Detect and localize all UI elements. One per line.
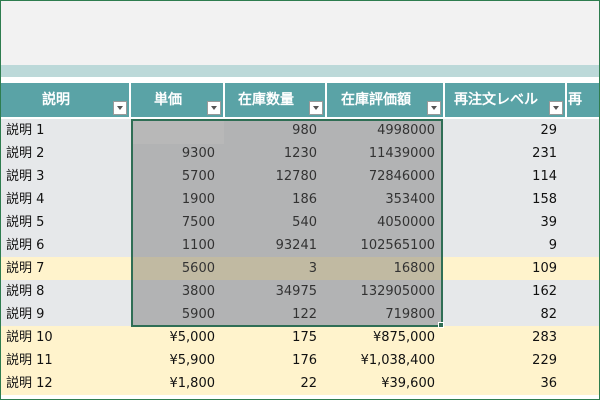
column-header-5[interactable]: 再注文レベル <box>445 83 565 117</box>
table-style-band <box>1 65 599 77</box>
cell-qty[interactable]: 22 <box>300 376 317 391</box>
table-row: 説明 10 ¥5,000 175 ¥875,000 283 <box>1 326 599 349</box>
table-row: 説明 5 7500 540 4050000 39 <box>1 211 599 234</box>
cell-qty[interactable]: 1230 <box>283 146 317 161</box>
table-row: 説明 3 5700 12780 72846000 114 <box>1 165 599 188</box>
cell-qty[interactable]: 175 <box>292 330 317 345</box>
table-row: 説明 15100980499800029 <box>1 119 599 142</box>
cell-qty[interactable]: 980 <box>292 123 317 138</box>
cell-desc[interactable]: 説明 3 <box>6 169 45 184</box>
cell-qty[interactable]: 3 <box>308 261 317 276</box>
column-header-2[interactable]: 単価 <box>131 83 223 117</box>
column-header-4[interactable]: 在庫評価額 <box>327 83 443 117</box>
cell-price[interactable]: 5900 <box>181 307 215 322</box>
table-row: 説明 2 9300 1230 11439000 231 <box>1 142 599 165</box>
column-header-label: 再注文レベル <box>454 92 538 108</box>
column-header-1[interactable]: 説明 <box>1 83 129 117</box>
cell-price[interactable]: 1100 <box>181 238 215 253</box>
column-header-label: 再 <box>568 92 582 108</box>
cell-reorder[interactable]: 231 <box>532 146 557 161</box>
table-row: 説明 4 1900 186 353400 158 <box>1 188 599 211</box>
cell-price[interactable]: 5700 <box>181 169 215 184</box>
cell-reorder[interactable]: 109 <box>532 261 557 276</box>
column-header-label: 単価 <box>154 92 182 108</box>
cell-reorder[interactable]: 9 <box>548 238 557 253</box>
cell-desc[interactable]: 説明 9 <box>6 307 45 322</box>
cell-qty[interactable]: 186 <box>292 192 317 207</box>
fill-handle[interactable] <box>438 322 444 328</box>
column-header-label: 説明 <box>42 92 70 108</box>
cell-price[interactable]: ¥1,800 <box>169 376 216 391</box>
ribbon-area <box>1 1 599 65</box>
cell-desc[interactable]: 説明 1 <box>6 123 45 138</box>
cell-reorder[interactable]: 114 <box>532 169 557 184</box>
cell-value[interactable]: 719800 <box>385 307 435 322</box>
cell-qty[interactable]: 540 <box>292 215 317 230</box>
table-row: 説明 9 5900 122 719800 82 <box>1 303 599 326</box>
table-row: 説明 7 5600 3 16800 109 <box>1 257 599 280</box>
cell-value[interactable]: ¥875,000 <box>372 330 435 345</box>
cell-reorder[interactable]: 158 <box>532 192 557 207</box>
cell-reorder[interactable]: 36 <box>540 376 557 391</box>
cell-qty[interactable]: 176 <box>292 353 317 368</box>
cell-price[interactable]: 1900 <box>181 192 215 207</box>
cell-desc[interactable]: 説明 10 <box>6 330 53 345</box>
table-row: 説明 12 ¥1,800 22 ¥39,600 36 <box>1 372 599 395</box>
cell-price[interactable]: 9300 <box>181 146 215 161</box>
cell-value[interactable]: ¥39,600 <box>381 376 435 391</box>
cell-reorder[interactable]: 82 <box>540 307 557 322</box>
table-row: 説明 8 3800 34975 132905000 162 <box>1 280 599 303</box>
cell-desc[interactable]: 説明 4 <box>6 192 45 207</box>
cell-value[interactable]: 4050000 <box>377 215 435 230</box>
cell-qty[interactable]: 93241 <box>275 238 317 253</box>
cell-reorder[interactable]: 162 <box>532 284 557 299</box>
cell-value[interactable]: ¥1,038,400 <box>360 353 435 368</box>
filter-dropdown-icon[interactable] <box>427 101 441 115</box>
filter-dropdown-icon[interactable] <box>309 101 323 115</box>
cell-reorder[interactable]: 29 <box>540 123 557 138</box>
cell-price[interactable]: ¥5,000 <box>169 330 216 345</box>
table-row: 説明 11 ¥5,900 176 ¥1,038,400 229 <box>1 349 599 372</box>
cell-price[interactable]: 7500 <box>181 215 215 230</box>
cell-value[interactable]: 132905000 <box>360 284 435 299</box>
cell-desc[interactable]: 説明 6 <box>6 238 45 253</box>
cell-reorder[interactable]: 229 <box>532 353 557 368</box>
filter-dropdown-icon[interactable] <box>549 101 563 115</box>
filter-dropdown-icon[interactable] <box>207 101 221 115</box>
cell-value[interactable]: 353400 <box>385 192 435 207</box>
cell-desc[interactable]: 説明 5 <box>6 215 45 230</box>
spacer-row <box>1 77 599 83</box>
cell-value[interactable]: 4998000 <box>377 123 435 138</box>
cell-desc[interactable]: 説明 2 <box>6 146 45 161</box>
cell-desc[interactable]: 説明 8 <box>6 284 45 299</box>
column-header-label: 在庫評価額 <box>341 92 411 108</box>
cell-value[interactable]: 102565100 <box>360 238 435 253</box>
cell-qty[interactable]: 122 <box>292 307 317 322</box>
cell-price[interactable]: 3800 <box>181 284 215 299</box>
cell-reorder[interactable]: 39 <box>540 215 557 230</box>
cell-desc[interactable]: 説明 12 <box>6 376 53 391</box>
cell-reorder[interactable]: 283 <box>532 330 557 345</box>
cell-value[interactable]: 72846000 <box>368 169 435 184</box>
cell-value[interactable]: 11439000 <box>368 146 435 161</box>
cell-qty[interactable]: 12780 <box>275 169 317 184</box>
cell-qty[interactable]: 34975 <box>275 284 317 299</box>
active-cell[interactable] <box>133 121 224 144</box>
cell-price[interactable]: 5600 <box>181 261 215 276</box>
table-row: 説明 6 1100 93241 102565100 9 <box>1 234 599 257</box>
cell-price[interactable]: ¥5,900 <box>169 353 216 368</box>
cell-desc[interactable]: 説明 11 <box>6 353 53 368</box>
column-header-6[interactable]: 再 <box>567 83 599 117</box>
cell-value[interactable]: 16800 <box>393 261 435 276</box>
cell-desc[interactable]: 説明 7 <box>6 261 45 276</box>
filter-dropdown-icon[interactable] <box>113 101 127 115</box>
column-header-label: 在庫数量 <box>238 92 294 108</box>
column-header-3[interactable]: 在庫数量 <box>225 83 325 117</box>
